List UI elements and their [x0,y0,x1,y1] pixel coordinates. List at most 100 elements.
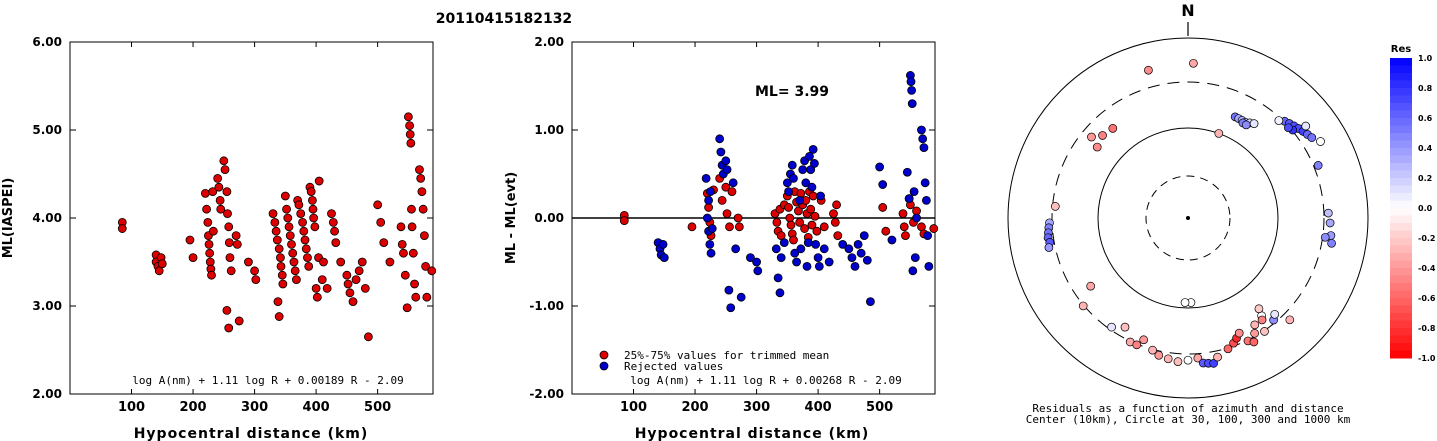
ring-1000km [1007,37,1369,399]
residual-point [1223,344,1233,354]
data-point-trimmed [185,235,195,245]
data-point-rejected [824,257,834,267]
residual-point [1183,355,1193,365]
data-point-rejected [659,253,669,263]
residual-point [1163,354,1173,364]
residual-point [1098,131,1107,140]
residual-point [1108,124,1118,133]
data-point-trimmed [117,224,127,233]
data-point-trimmed [800,224,809,233]
panel1-y-axis: 2.00 3.00 4.00 5.00 6.00 [32,35,433,401]
data-point-trimmed [289,257,299,267]
residual-point [1234,328,1244,338]
colorbar-tick-label: 0.4 [1418,144,1433,153]
data-point-trimmed [901,231,910,241]
data-point-rejected [746,253,755,263]
data-point-trimmed [402,303,412,313]
ring-30km [1145,175,1231,261]
data-point-trimmed [727,187,737,197]
data-point-trimmed [274,244,284,254]
residual-point [1313,161,1323,170]
data-point-rejected [752,257,761,267]
data-point-trimmed [717,195,727,205]
data-point-trimmed [351,275,361,285]
residual-point [1316,137,1325,146]
residual-point [1323,208,1333,218]
data-point-trimmed [231,231,241,241]
data-point-trimmed [898,209,908,219]
data-point-rejected [728,178,738,188]
data-point-rejected [776,253,786,263]
data-point-trimmed [385,257,395,267]
data-point-rejected [722,165,732,175]
data-point-rejected [724,285,734,295]
panel-ml-vs-distance: 100 200 300 400 500 2.00 3.00 4.00 5.00 6.00 log… [1,35,437,441]
north-label: N [1181,1,1194,20]
residual-point [1250,329,1259,338]
panel2-points [619,71,939,313]
ml-value-label: ML= 3.99 [755,84,829,100]
data-point-rejected [887,235,897,245]
data-point-trimmed [806,204,816,214]
data-point-trimmed [687,222,697,232]
data-point-trimmed [399,248,408,258]
data-point-trimmed [224,222,234,232]
y-tick-label: 5.00 [32,123,62,137]
data-point-trimmed [878,203,888,212]
data-point-trimmed [319,257,328,267]
x-tick-label: 400 [805,400,832,415]
data-point-rejected [773,273,783,283]
data-point-rejected [705,239,715,249]
residual-point [1249,337,1259,347]
data-point-rejected [784,187,793,197]
data-point-rejected [921,195,931,205]
data-point-trimmed [219,156,229,166]
colorbar-swatch [1390,118,1412,126]
data-point-trimmed [421,261,431,271]
colorbar-swatch [1390,110,1412,119]
data-point-trimmed [276,253,285,263]
data-point-trimmed [303,253,312,263]
residual-point [1285,315,1295,325]
data-point-trimmed [345,288,355,298]
legend-rejected-marker [599,361,609,371]
data-point-rejected [918,134,928,144]
panel2-x-axis: 100 200 300 400 500 [620,42,893,415]
data-point-trimmed [397,239,407,249]
x-tick-label: 100 [620,400,647,415]
residual-point [1173,357,1183,366]
data-point-rejected [807,182,817,192]
data-point-trimmed [411,292,421,302]
data-point-trimmed [283,213,293,223]
data-point-trimmed [808,191,818,201]
data-point-trimmed [327,209,336,219]
data-point-rejected [859,231,869,241]
residual-point [1260,327,1269,336]
data-point-trimmed [786,220,796,230]
residual-point [1249,119,1259,128]
data-point-trimmed [222,305,232,315]
residual-point [1307,133,1317,142]
colorbar-swatch [1390,230,1412,239]
y-tick-label: -1.00 [529,299,564,313]
panel1-x-axis: 100 200 300 400 500 [118,42,391,415]
data-point-trimmed [278,279,288,289]
data-point-trimmed [379,238,389,248]
colorbar-swatch [1390,140,1412,149]
data-point-trimmed [309,213,319,223]
data-point-trimmed [224,323,234,333]
legend-rejected-label: Rejected values [624,360,723,373]
data-point-rejected [701,173,711,183]
residual-point [1254,304,1264,314]
residual-point [1092,142,1102,152]
panel1-formula: log A(nm) + 1.11 log R + 0.00189 R - 2.0… [132,374,404,387]
data-point-rejected [908,266,918,276]
colorbar-swatch [1390,200,1412,209]
data-point-trimmed [419,231,429,241]
residual-point [1050,202,1060,211]
data-point-trimmed [188,253,198,263]
data-point-trimmed [214,182,224,192]
residual-point [1250,320,1260,330]
residual-point [1301,121,1311,131]
data-point-rejected [721,156,731,166]
